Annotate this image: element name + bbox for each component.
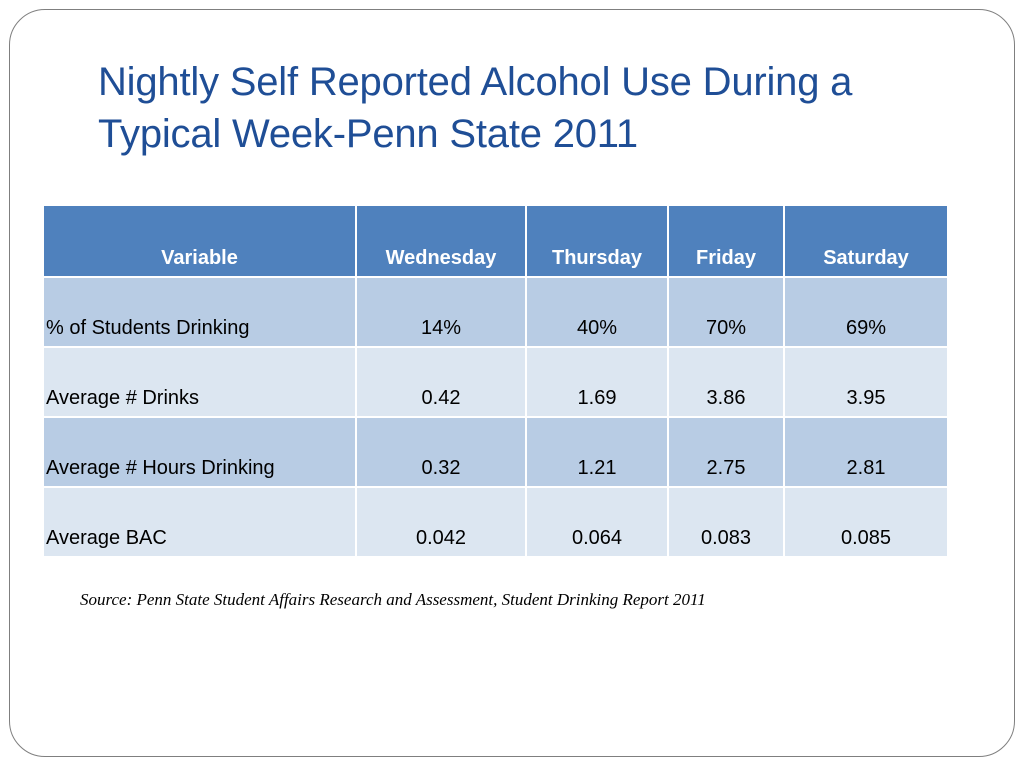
row-label: Average BAC	[42, 486, 357, 558]
cell-thursday: 40%	[525, 276, 669, 348]
table-row: % of Students Drinking 14% 40% 70% 69%	[42, 276, 949, 348]
cell-wednesday: 0.042	[355, 486, 527, 558]
cell-thursday: 1.69	[525, 346, 669, 418]
row-label: Average # Drinks	[42, 346, 357, 418]
cell-thursday: 0.064	[525, 486, 669, 558]
header-variable: Variable	[42, 204, 357, 278]
cell-friday: 2.75	[667, 416, 785, 488]
row-label: % of Students Drinking	[42, 276, 357, 348]
source-citation: Source: Penn State Student Affairs Resea…	[80, 590, 706, 609]
cell-wednesday: 0.32	[355, 416, 527, 488]
cell-friday: 70%	[667, 276, 785, 348]
cell-thursday: 1.21	[525, 416, 669, 488]
cell-saturday: 0.085	[783, 486, 949, 558]
cell-wednesday: 0.42	[355, 346, 527, 418]
cell-friday: 0.083	[667, 486, 785, 558]
cell-friday: 3.86	[667, 346, 785, 418]
table-header-row: Variable Wednesday Thursday Friday Satur…	[42, 204, 949, 278]
slide-title: Nightly Self Reported Alcohol Use During…	[98, 60, 853, 156]
header-wednesday: Wednesday	[355, 204, 527, 278]
row-label: Average # Hours Drinking	[42, 416, 357, 488]
header-saturday: Saturday	[783, 204, 949, 278]
cell-saturday: 3.95	[783, 346, 949, 418]
header-friday: Friday	[667, 204, 785, 278]
header-thursday: Thursday	[525, 204, 669, 278]
table-row: Average # Hours Drinking 0.32 1.21 2.75 …	[42, 416, 949, 488]
cell-saturday: 2.81	[783, 416, 949, 488]
table-row: Average BAC 0.042 0.064 0.083 0.085	[42, 486, 949, 558]
cell-saturday: 69%	[783, 276, 949, 348]
cell-wednesday: 14%	[355, 276, 527, 348]
alcohol-use-table: Variable Wednesday Thursday Friday Satur…	[42, 204, 949, 558]
table-row: Average # Drinks 0.42 1.69 3.86 3.95	[42, 346, 949, 418]
